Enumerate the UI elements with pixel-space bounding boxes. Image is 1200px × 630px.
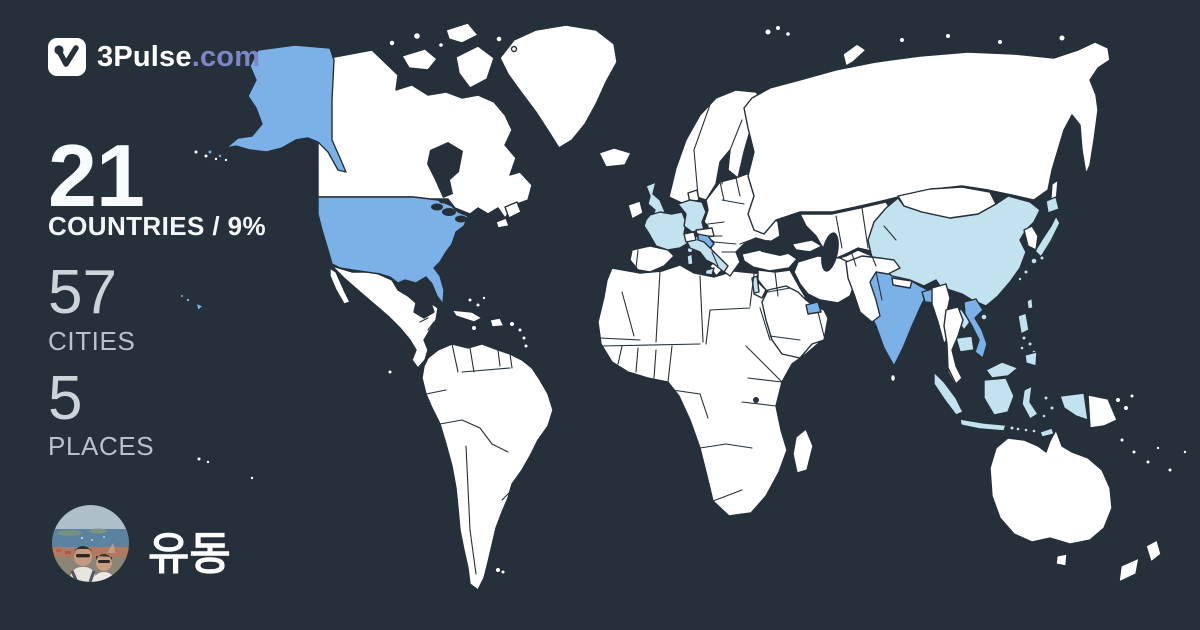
- map-visited-secondary: [643, 181, 1089, 438]
- profile-name: 유동: [148, 528, 231, 579]
- country-philippines: [1017, 312, 1030, 335]
- country-france: [643, 211, 691, 251]
- country-thailand: [943, 306, 964, 385]
- places-label: PLACES: [48, 431, 155, 461]
- country-nepal: [891, 277, 913, 289]
- countries-count: 21: [48, 126, 145, 225]
- cities-label: CITIES: [48, 326, 136, 356]
- country-vietnam: [963, 298, 988, 359]
- country-uae: [805, 301, 822, 315]
- pulse-check-icon: [48, 38, 86, 76]
- country-korea: [1023, 225, 1039, 251]
- map-visited-primary: [181, 44, 988, 367]
- island-hainan: [980, 313, 988, 321]
- country-mongolia: [897, 186, 997, 219]
- countries-label: COUNTRIES / 9%: [48, 211, 266, 241]
- brand-name: 3Pulse.com: [97, 40, 261, 73]
- country-pakistan-afghanistan: [845, 255, 901, 323]
- country-cambodia: [955, 335, 975, 353]
- country-japan: [1045, 196, 1060, 214]
- map-water: [427, 142, 839, 403]
- country-taiwan: [1026, 297, 1034, 310]
- country-indonesia: [933, 371, 964, 416]
- islands-hawaii: [195, 302, 204, 312]
- country-usa-alaska: [225, 44, 347, 173]
- map-land: [194, 22, 1187, 591]
- country-germany: [677, 199, 707, 233]
- map-land-over: [845, 186, 1039, 385]
- brand-logo[interactable]: 3Pulse.com: [48, 38, 260, 76]
- avatar: [52, 505, 129, 582]
- places-count: 5: [48, 364, 83, 433]
- cities-count: 57: [48, 258, 117, 327]
- map-borders: [419, 98, 897, 575]
- brand-suffix: .com: [191, 40, 261, 73]
